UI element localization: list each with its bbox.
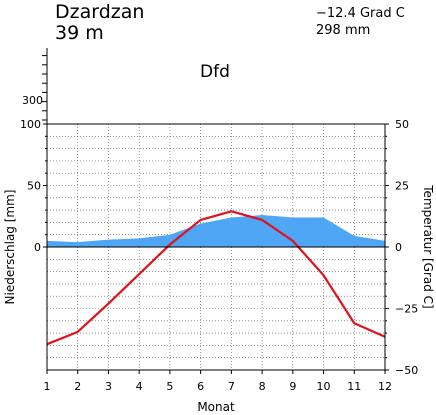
- x-tick-label: 1: [44, 380, 51, 393]
- annual-temperature: −12.4 Grad C: [316, 6, 405, 21]
- x-axis-label: Monat: [197, 400, 235, 414]
- x-tick-label: 2: [74, 380, 81, 393]
- x-tick-label: 5: [166, 380, 173, 393]
- right-tick-label: 0: [395, 241, 402, 254]
- left-tick-label: 100: [20, 118, 41, 131]
- right-tick-label: −50: [395, 364, 418, 377]
- precipitation-series: [47, 215, 385, 247]
- x-tick-label: 11: [347, 380, 361, 393]
- x-tick-label: 7: [228, 380, 235, 393]
- tick-label-precip-300: 300: [22, 94, 43, 107]
- temperature-series: [46, 210, 386, 346]
- y-axis-label: Niederschlag [mm]: [3, 190, 17, 305]
- x-tick-label: 3: [105, 380, 112, 393]
- right-tick-label: −25: [395, 303, 418, 316]
- right-tick-label: 50: [395, 118, 409, 131]
- precipitation-area: [47, 215, 385, 247]
- x-tick-label: 12: [378, 380, 392, 393]
- station-name: Dzardzan: [55, 1, 144, 23]
- x-tick-label: 8: [259, 380, 266, 393]
- y2-axis-label: Temperatur [Grad C]: [421, 184, 435, 308]
- x-tick-label: 6: [197, 380, 204, 393]
- x-tick-label: 4: [136, 380, 143, 393]
- climate-classification: Dfd: [200, 62, 230, 82]
- left-tick-label: 50: [27, 180, 41, 193]
- right-tick-label: 25: [395, 180, 409, 193]
- left-tick-label: 0: [34, 241, 41, 254]
- x-tick-label: 9: [289, 380, 296, 393]
- station-elevation: 39 m: [55, 22, 104, 44]
- annual-precipitation: 298 mm: [316, 23, 370, 38]
- x-tick-label: 10: [317, 380, 331, 393]
- temperature-line: [46, 210, 386, 346]
